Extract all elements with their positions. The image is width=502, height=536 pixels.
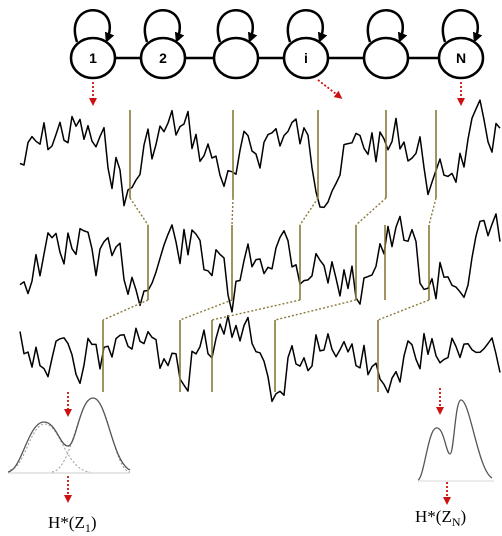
alignment-link xyxy=(102,299,149,321)
density-curve-left xyxy=(7,397,131,473)
state-circle xyxy=(212,36,260,80)
density-component-left-2 xyxy=(51,397,131,473)
state-label: 2 xyxy=(159,50,167,66)
state-node-2: 2 xyxy=(139,9,187,80)
output-label-left: H*(Z1) xyxy=(48,513,97,535)
emission-arrow-state-i xyxy=(317,79,343,99)
state-chain: 1 2 i N xyxy=(69,9,485,80)
density-plot-left: H*(Z1) xyxy=(7,392,131,535)
state-circle xyxy=(437,36,485,80)
state-circle xyxy=(139,36,187,80)
state-node-6: N xyxy=(437,9,485,80)
signal-trace-3 xyxy=(19,314,501,403)
alignment-link xyxy=(129,197,149,226)
segment-boundaries xyxy=(102,110,437,392)
alignment-link xyxy=(274,299,357,321)
state-label: 1 xyxy=(89,50,97,66)
density-plot-right: H*(ZN) xyxy=(415,388,494,529)
output-label-right: H*(ZN) xyxy=(415,507,466,529)
segment-alignment-links xyxy=(102,197,437,321)
alignment-link xyxy=(377,299,430,321)
self-transition-arrow xyxy=(366,9,408,43)
state-label: N xyxy=(456,50,466,66)
self-transition-arrow xyxy=(441,9,483,43)
signal-trace-2 xyxy=(19,213,501,313)
signal-trace-1 xyxy=(19,99,501,209)
alignment-link xyxy=(231,197,234,226)
alignment-link xyxy=(211,299,301,321)
emission-arrows xyxy=(89,79,465,106)
alignment-link xyxy=(428,197,437,226)
state-node-1: 1 xyxy=(69,9,117,80)
self-transition-arrow xyxy=(286,9,328,43)
alignment-link xyxy=(299,197,319,226)
alignment-link xyxy=(179,299,233,321)
state-node-3 xyxy=(212,9,260,80)
state-circle xyxy=(282,36,330,80)
signal-traces xyxy=(19,99,501,403)
state-label: i xyxy=(304,50,308,66)
state-circle xyxy=(362,36,410,80)
density-component-left-1 xyxy=(9,423,91,473)
self-transition-arrow xyxy=(143,9,185,43)
self-transition-arrow xyxy=(216,9,258,43)
alignment-link xyxy=(355,197,387,226)
self-transition-arrow xyxy=(73,9,115,43)
state-node-4: i xyxy=(282,9,330,80)
state-node-5 xyxy=(362,9,410,80)
state-circle xyxy=(69,36,117,80)
density-curve-right xyxy=(417,399,493,481)
